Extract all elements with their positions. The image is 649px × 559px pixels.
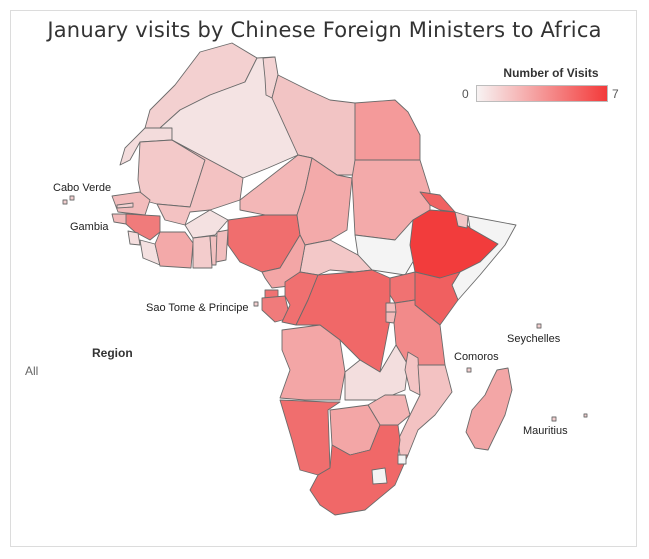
page-title: January visits by Chinese Foreign Minist…	[47, 18, 602, 42]
country-mauritius[interactable]	[551, 413, 588, 422]
country-sao-tome[interactable]	[253, 301, 259, 307]
country-rwanda[interactable]	[385, 302, 397, 313]
country-djibouti[interactable]	[454, 211, 469, 229]
country-guinea[interactable]	[125, 213, 161, 241]
country-madagascar[interactable]	[465, 367, 513, 451]
country-uganda[interactable]	[389, 271, 416, 304]
country-ghana[interactable]	[192, 235, 213, 269]
country-eswatini[interactable]	[397, 454, 407, 465]
country-cabo-verde[interactable]	[62, 195, 75, 205]
region-filter-value[interactable]: All	[25, 364, 39, 378]
country-sierra-leone[interactable]	[127, 230, 141, 246]
label-gambia: Gambia	[70, 221, 109, 233]
country-benin[interactable]	[215, 229, 229, 263]
legend-title: Number of Visits	[503, 66, 599, 80]
country-malawi[interactable]	[404, 351, 421, 396]
country-comoros[interactable]	[466, 367, 472, 373]
country-togo[interactable]	[209, 235, 218, 266]
country-seychelles[interactable]	[536, 323, 542, 329]
region-filter-label: Region	[92, 346, 133, 360]
legend-color-scale	[476, 85, 608, 102]
label-seychelles: Seychelles	[507, 333, 561, 345]
legend-min-value: 0	[462, 87, 469, 101]
label-comoros: Comoros	[454, 351, 499, 363]
country-egypt[interactable]	[354, 99, 421, 161]
country-cameroon[interactable]	[261, 234, 306, 289]
country-lesotho[interactable]	[371, 467, 388, 485]
country-south-africa[interactable]	[309, 424, 409, 516]
label-cabo-verde: Cabo Verde	[53, 182, 111, 194]
label-sao-tome: Sao Tome & Principe	[146, 302, 249, 314]
label-mauritius: Mauritius	[523, 425, 568, 437]
country-burkina-faso[interactable]	[184, 209, 229, 239]
country-angola[interactable]	[279, 324, 346, 401]
legend-max-value: 7	[612, 87, 619, 101]
country-gambia[interactable]	[116, 202, 134, 209]
country-cote-divoire[interactable]	[154, 231, 194, 269]
